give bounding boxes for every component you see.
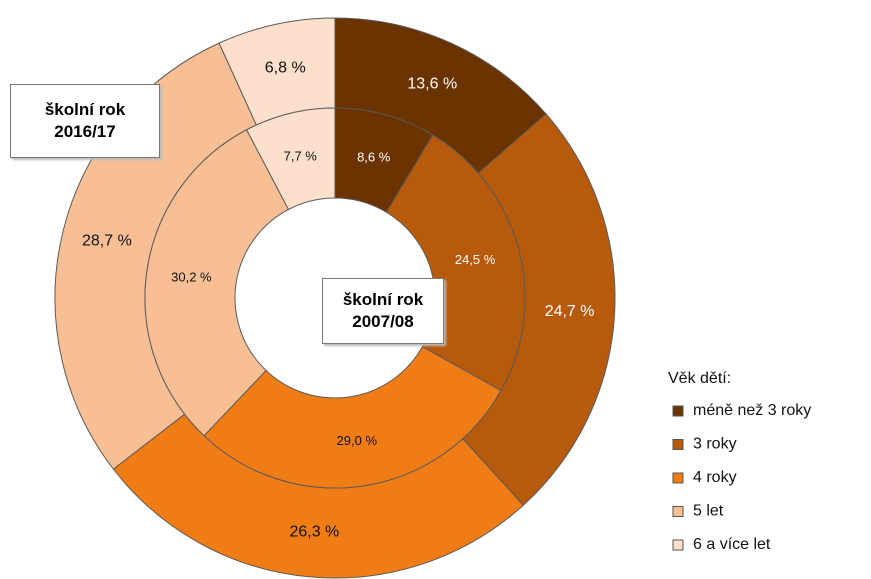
data-label: 13,6 %: [407, 75, 457, 92]
data-label: 30,2 %: [171, 269, 212, 284]
legend-label: méně než 3 roky: [693, 402, 811, 419]
legend-swatch: [672, 472, 684, 484]
legend-label: 5 let: [693, 503, 724, 520]
legend-swatch: [672, 539, 684, 551]
outer-ring-label: školní rok 2016/17: [10, 84, 160, 158]
data-label: 7,7 %: [284, 149, 318, 164]
legend-title: Věk dětí:: [668, 370, 731, 387]
data-label: 6,8 %: [265, 60, 306, 77]
legend-label: 3 roky: [693, 436, 737, 453]
donut-segment: [385, 134, 526, 392]
legend-swatch: [672, 439, 684, 450]
data-label: 28,7 %: [82, 233, 132, 250]
donut-segment: [144, 129, 290, 437]
legend-label: 6 a více let: [693, 536, 771, 553]
inner-ring-label: školní rok 2007/08: [322, 278, 444, 344]
legend-label: 4 roky: [693, 469, 737, 486]
donut-segment: [245, 107, 336, 211]
data-label: 24,7 %: [545, 303, 595, 320]
donut-segment: [203, 346, 502, 489]
legend-swatch: [672, 405, 684, 417]
data-label: 29,0 %: [337, 433, 378, 448]
legend-swatch: [672, 506, 684, 517]
data-label: 8,6 %: [357, 150, 391, 165]
data-label: 24,5 %: [455, 252, 496, 267]
data-label: 26,3 %: [289, 523, 339, 540]
